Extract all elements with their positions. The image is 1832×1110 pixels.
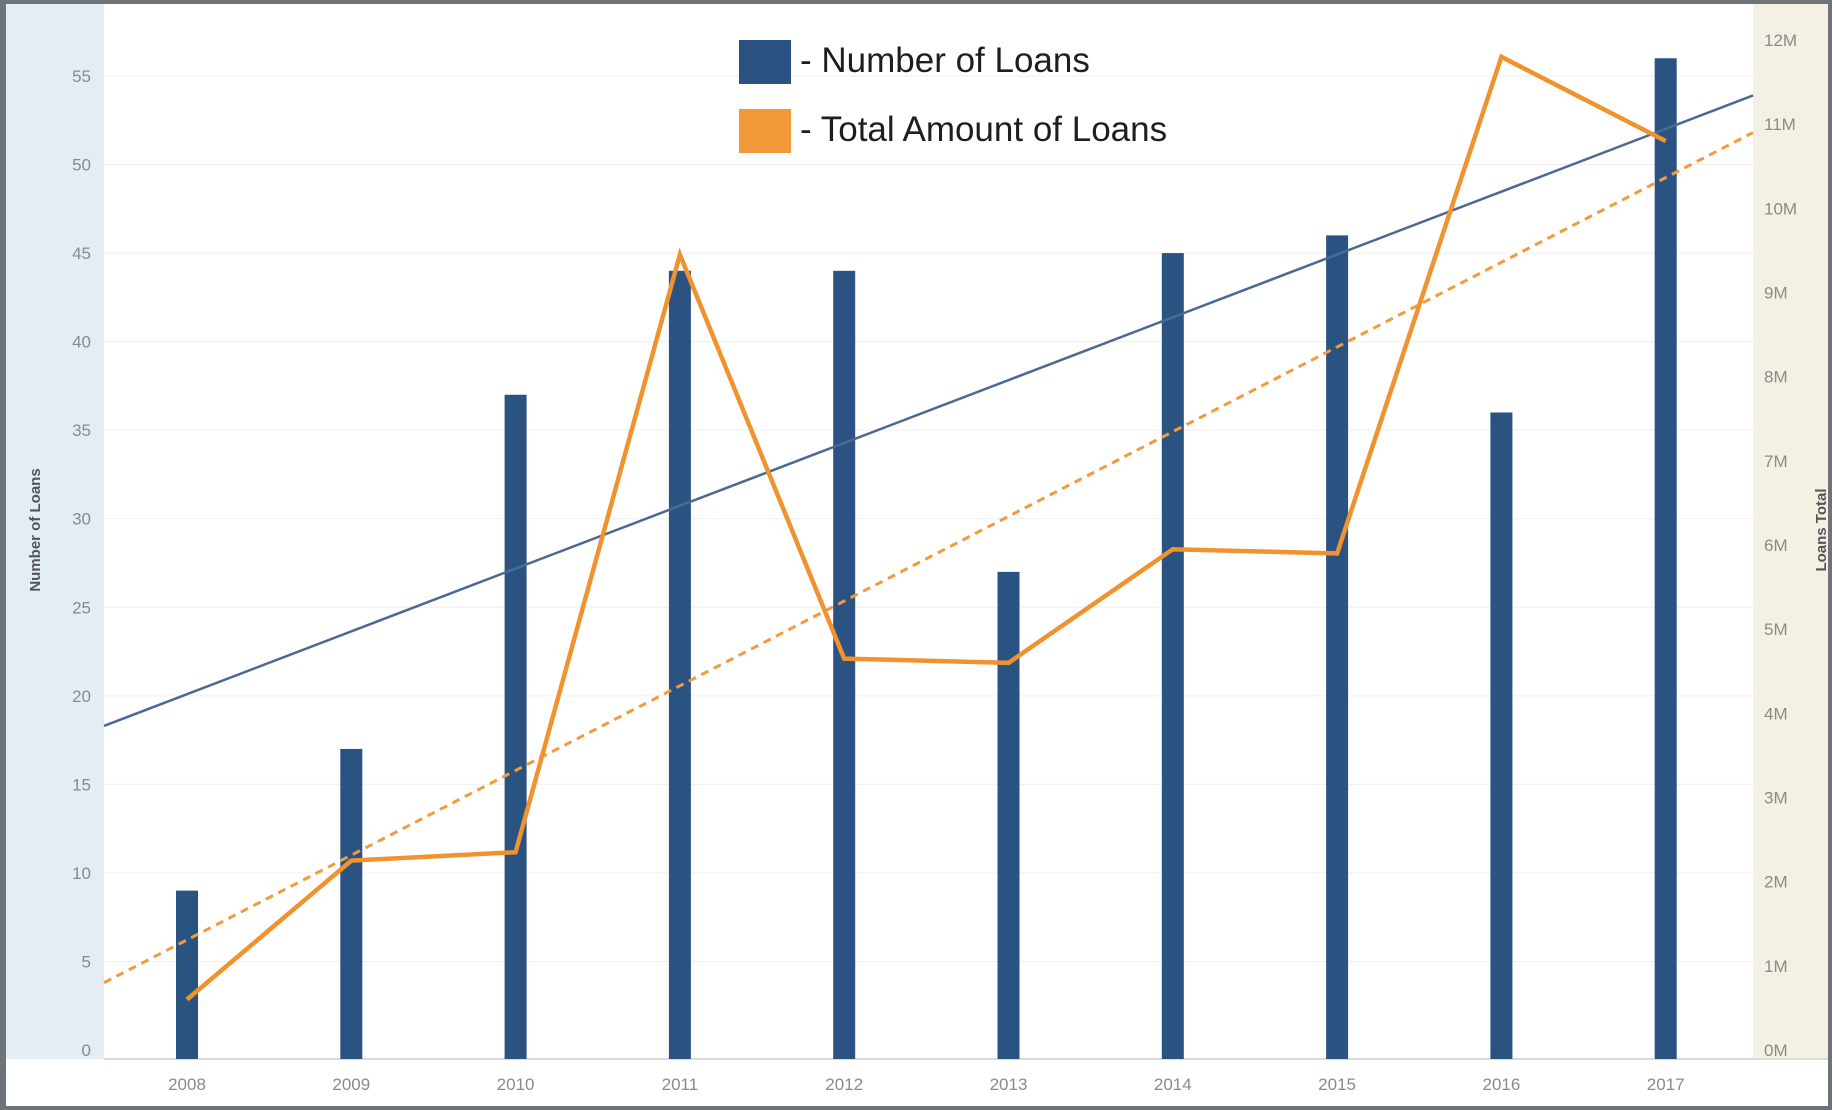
trendline-total-amount [103, 131, 1754, 984]
right-tick-label: 7M [1764, 452, 1788, 471]
left-tick-label: 0 [82, 1041, 91, 1060]
right-tick-label: 9M [1764, 284, 1788, 303]
left-axis-ticks: 0 5 10 15 20 25 30 35 40 45 50 55 [72, 67, 91, 1060]
x-tick-label: 2012 [825, 1075, 863, 1094]
legend-label-total: - Total Amount of Loans [800, 110, 1167, 149]
right-tick-label: 8M [1764, 368, 1788, 387]
left-axis-title: Number of Loans [27, 468, 44, 591]
gridlines [104, 75, 1753, 962]
right-tick-label: 0M [1764, 1041, 1788, 1060]
bar-2015 [1326, 235, 1349, 1059]
bar-2010 [504, 394, 527, 1059]
bar-2012 [833, 270, 856, 1059]
plot-area [104, 4, 1753, 1059]
right-tick-label: 1M [1764, 957, 1788, 976]
trendlines [103, 94, 1754, 984]
right-tick-label: 5M [1764, 620, 1788, 639]
left-tick-label: 15 [72, 775, 91, 794]
right-axis-title: Loans Total [1813, 488, 1830, 571]
left-tick-label: 30 [72, 510, 91, 529]
trendline-number-of-loans [103, 94, 1754, 728]
left-tick-label: 40 [72, 333, 91, 352]
bar-2009 [340, 748, 363, 1059]
legend-swatch-number [739, 40, 791, 84]
right-tick-label: 10M [1764, 199, 1797, 218]
left-tick-label: 20 [72, 687, 91, 706]
left-tick-label: 10 [72, 864, 91, 883]
right-tick-label: 6M [1764, 536, 1788, 555]
bars [176, 58, 1677, 1060]
left-tick-label: 55 [72, 67, 91, 86]
legend: - Number of Loans - Total Amount of Loan… [739, 40, 1167, 153]
left-tick-label: 5 [82, 952, 91, 971]
left-tick-label: 50 [72, 156, 91, 175]
x-tick-label: 2011 [662, 1075, 699, 1094]
left-tick-label: 35 [72, 421, 91, 440]
right-tick-label: 12M [1764, 31, 1797, 50]
x-tick-label: 2014 [1154, 1075, 1192, 1094]
right-tick-label: 4M [1764, 704, 1788, 723]
bar-2016 [1490, 412, 1513, 1059]
right-tick-label: 11M [1764, 115, 1796, 134]
right-axis-ticks: 0M 1M 2M 3M 4M 5M 6M 7M 8M 9M 10M 11M 12M [1764, 31, 1797, 1060]
total-line [185, 53, 1667, 1002]
legend-swatch-total [739, 109, 791, 153]
x-axis-ticks: 2008 2009 2010 2011 2012 2013 2014 2015 2016 2017 [168, 1075, 1685, 1094]
right-tick-label: 2M [1764, 873, 1788, 892]
x-tick-label: 2017 [1647, 1075, 1685, 1094]
x-tick-label: 2013 [990, 1075, 1028, 1094]
x-tick-label: 2015 [1318, 1075, 1356, 1094]
bar-2013 [997, 571, 1020, 1059]
x-tick-label: 2008 [168, 1075, 206, 1094]
legend-label-number: - Number of Loans [800, 41, 1090, 80]
right-tick-label: 3M [1764, 789, 1788, 808]
bar-2017 [1654, 58, 1677, 1060]
series-line-total-amount [185, 53, 1667, 1002]
left-axis-panel [6, 4, 104, 1059]
x-tick-label: 2016 [1482, 1075, 1520, 1094]
bar-2011 [668, 270, 691, 1059]
bar-2014 [1161, 253, 1184, 1059]
bar-2008 [176, 890, 198, 1059]
x-tick-label: 2010 [497, 1075, 535, 1094]
x-tick-label: 2009 [332, 1075, 370, 1094]
right-axis-panel [1753, 4, 1828, 1059]
left-tick-label: 45 [72, 244, 91, 263]
left-tick-label: 25 [72, 598, 91, 617]
